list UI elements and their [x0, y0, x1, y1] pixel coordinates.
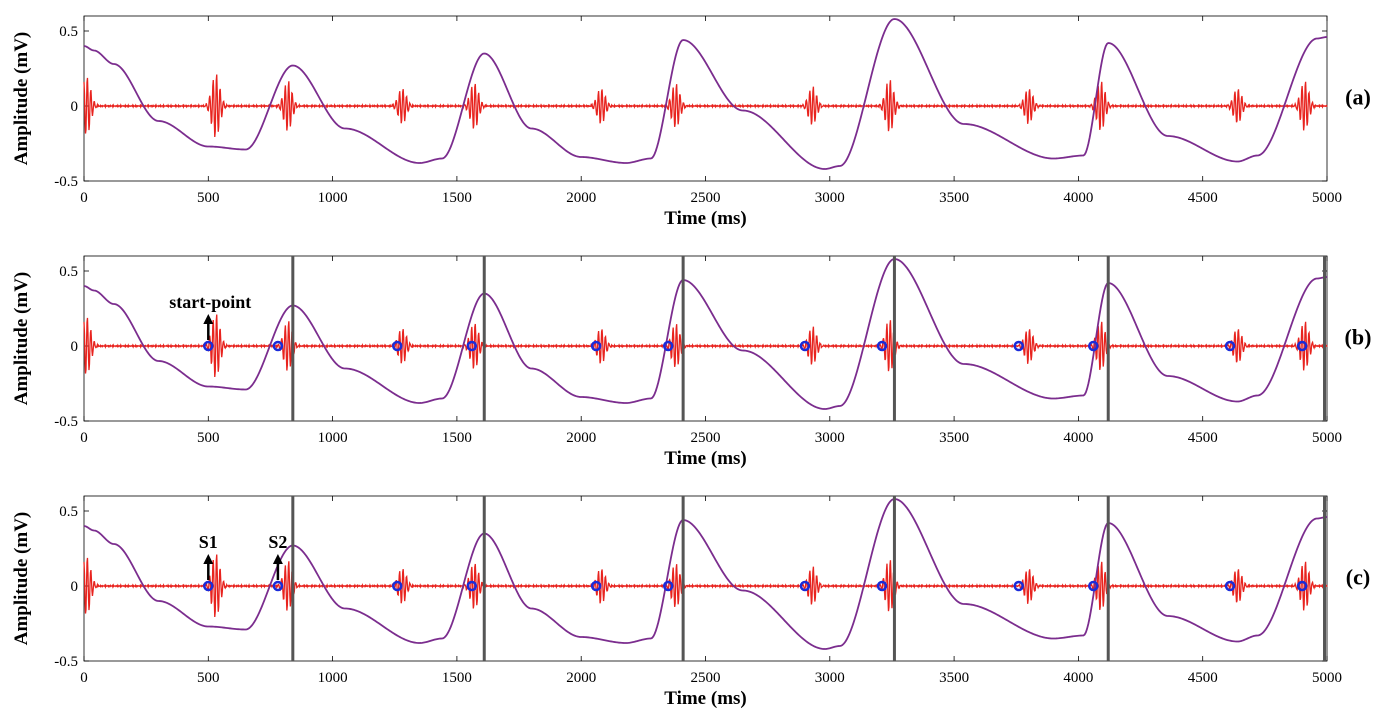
- x-tick-label: 5000: [1312, 430, 1342, 446]
- panel-label: (c): [1346, 565, 1370, 590]
- start-point-marker: [1296, 580, 1308, 592]
- plot-frame: [83, 495, 1328, 662]
- annotation-arrow-head: [203, 314, 214, 324]
- x-tick-label: 1000: [318, 190, 348, 206]
- start-point-marker: [1296, 340, 1308, 352]
- y-axis-title: Amplitude (mV): [11, 32, 32, 166]
- start-point-marker: [391, 580, 403, 592]
- x-tick-label: 3000: [815, 190, 845, 206]
- x-tick-label: 3500: [939, 430, 969, 446]
- ecg-series-line: [83, 18, 1328, 170]
- panel-label: (a): [1345, 85, 1371, 110]
- start-point-marker: [799, 340, 811, 352]
- start-point-marker: [1013, 340, 1024, 352]
- annotation-label: start-point: [169, 292, 251, 312]
- annotation-label: S2: [268, 532, 287, 552]
- x-tick-label: 500: [197, 670, 220, 686]
- y-tick-label: -0.5: [54, 654, 78, 670]
- y-tick-label: 0.5: [59, 264, 78, 280]
- x-tick-label: 2500: [691, 190, 721, 206]
- y-axis-title: Amplitude (mV): [11, 512, 32, 646]
- plot-frame: [83, 255, 1328, 422]
- pcg-series-line: [83, 554, 1328, 617]
- annotation-arrow-head: [203, 554, 214, 564]
- x-tick-label: 2000: [566, 190, 596, 206]
- x-tick-label: 5000: [1312, 670, 1342, 686]
- x-tick-label: 3500: [939, 670, 969, 686]
- x-tick-label: 1500: [442, 670, 472, 686]
- start-point-marker: [590, 340, 602, 352]
- y-tick-label: -0.5: [54, 174, 78, 190]
- plot-frame: [83, 15, 1328, 182]
- chart-panel-3: 0 500 1000 1500 2000 2500 3000 3500 4000 4500 5000…: [11, 495, 1370, 709]
- start-point-marker: [203, 580, 214, 592]
- panel-label: (b): [1345, 325, 1372, 350]
- chart-panel-2: 0 500 1000 1500 2000 2500 3000 3500 4000 4500 5000…: [11, 255, 1372, 469]
- start-point-marker: [466, 340, 478, 352]
- start-point-marker: [203, 340, 214, 352]
- pcg-series-line: [83, 74, 1328, 137]
- x-tick-label: 500: [197, 190, 220, 206]
- start-point-marker: [272, 340, 284, 352]
- y-tick-label: 0.5: [59, 504, 78, 520]
- x-axis-title: Time (ms): [664, 688, 747, 709]
- x-tick-label: 2500: [691, 670, 721, 686]
- x-tick-label: 2500: [691, 430, 721, 446]
- x-tick-label: 2000: [566, 430, 596, 446]
- start-point-marker: [1088, 580, 1099, 592]
- start-point-marker: [876, 340, 888, 352]
- x-tick-label: 1500: [442, 430, 472, 446]
- annotation-label: S1: [199, 532, 218, 552]
- start-point-marker: [799, 580, 811, 592]
- x-tick-label: 0: [80, 670, 88, 686]
- x-tick-label: 4000: [1063, 430, 1093, 446]
- y-tick-label: 0.5: [59, 24, 78, 40]
- x-tick-label: 3000: [815, 430, 845, 446]
- y-tick-label: 0: [71, 579, 79, 595]
- y-tick-label: -0.5: [54, 414, 78, 430]
- x-tick-label: 4000: [1063, 190, 1093, 206]
- x-tick-label: 0: [80, 190, 88, 206]
- y-axis-title: Amplitude (mV): [11, 272, 32, 406]
- x-tick-label: 5000: [1312, 190, 1342, 206]
- x-axis-title: Time (ms): [664, 208, 747, 229]
- y-tick-label: 0: [71, 339, 79, 355]
- y-tick-label: 0: [71, 99, 79, 115]
- x-tick-label: 3000: [815, 670, 845, 686]
- x-tick-label: 4500: [1188, 190, 1218, 206]
- annotation-arrow-head: [272, 554, 283, 564]
- start-point-marker: [272, 580, 284, 592]
- start-point-marker: [1088, 340, 1099, 352]
- start-point-marker: [590, 580, 602, 592]
- start-point-marker: [876, 580, 888, 592]
- start-point-marker: [1224, 580, 1236, 592]
- ecg-series-line: [83, 498, 1328, 650]
- ecg-series-line: [83, 258, 1328, 410]
- x-tick-label: 1500: [442, 190, 472, 206]
- x-tick-label: 2000: [566, 670, 596, 686]
- start-point-marker: [466, 580, 478, 592]
- x-tick-label: 500: [197, 430, 220, 446]
- x-tick-label: 0: [80, 430, 88, 446]
- x-tick-label: 1000: [318, 670, 348, 686]
- x-axis-title: Time (ms): [664, 448, 747, 469]
- start-point-marker: [1224, 340, 1236, 352]
- pcg-series-line: [83, 314, 1328, 377]
- x-tick-label: 1000: [318, 430, 348, 446]
- x-tick-label: 4500: [1188, 670, 1218, 686]
- chart-panel-1: 0 500 1000 1500 2000 2500 3000 3500 4000 4500 5000…: [11, 15, 1371, 229]
- start-point-marker: [1013, 580, 1024, 592]
- start-point-marker: [662, 580, 674, 592]
- start-point-marker: [391, 340, 403, 352]
- x-tick-label: 4500: [1188, 430, 1218, 446]
- x-tick-label: 3500: [939, 190, 969, 206]
- start-point-marker: [662, 340, 674, 352]
- x-tick-label: 4000: [1063, 670, 1093, 686]
